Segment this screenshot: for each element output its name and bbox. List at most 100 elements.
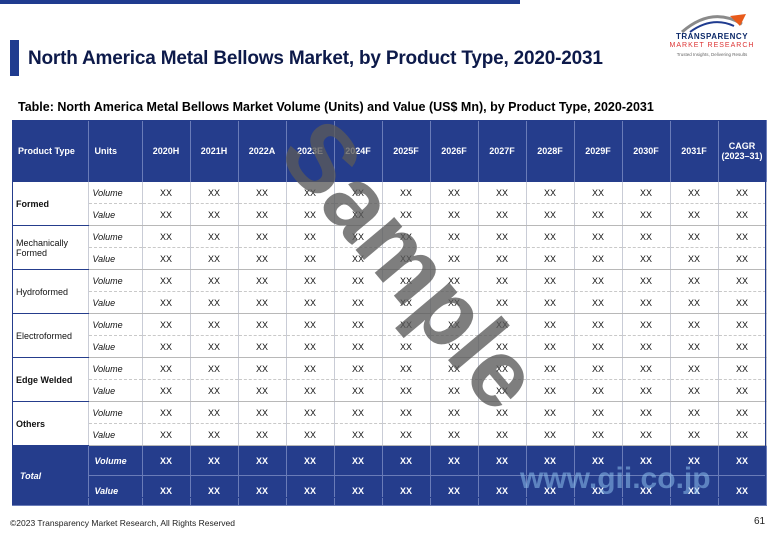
value-cell: XX <box>430 203 479 226</box>
value-cell: XX <box>238 182 287 204</box>
value-cell: XX <box>526 445 575 476</box>
total-row: Total Volume XX XX XX XX XX XX XX XX XX XX XX XX XX <box>12 445 767 506</box>
value-cell: XX <box>238 269 287 292</box>
value-cell: XX <box>670 475 719 506</box>
copyright-footer: ©2023 Transparency Market Research, All … <box>10 518 236 528</box>
value-cell: XX <box>526 379 575 402</box>
value-cell: XX <box>622 335 671 358</box>
column-header: 2026F <box>430 120 479 182</box>
total-row: Value XX XX XX XX XX XX XX XX XX XX XX XX XX <box>12 475 767 506</box>
units-cell: Value <box>88 423 143 446</box>
value-cell: XX <box>430 401 479 424</box>
column-header: Units <box>88 120 143 182</box>
column-header: 2020H <box>142 120 191 182</box>
value-cell: XX <box>622 182 671 204</box>
column-header: 2023E <box>286 120 335 182</box>
table-row: Value XX XX XX XX XX XX XX XX XX XX XX XX XX <box>12 423 767 446</box>
value-cell: XX <box>526 225 575 248</box>
value-cell: XX <box>190 423 239 446</box>
value-cell: XX <box>334 357 383 380</box>
market-table: Product Type Units 2020H 2021H 2022A 2023E 202… <box>12 120 767 506</box>
value-cell: XX <box>478 182 527 204</box>
value-cell: XX <box>238 335 287 358</box>
value-cell: XX <box>718 357 767 380</box>
value-cell: XX <box>526 401 575 424</box>
value-cell: XX <box>478 445 527 476</box>
product-type-cell: Electroformed <box>12 313 89 358</box>
value-cell: XX <box>622 291 671 314</box>
value-cell: XX <box>718 335 767 358</box>
value-cell: XX <box>526 182 575 204</box>
value-cell: XX <box>334 335 383 358</box>
value-cell: XX <box>238 445 287 476</box>
value-cell: XX <box>238 225 287 248</box>
column-header: 2031F <box>670 120 719 182</box>
value-cell: XX <box>334 423 383 446</box>
value-cell: XX <box>622 247 671 270</box>
value-cell: XX <box>478 247 527 270</box>
value-cell: XX <box>718 379 767 402</box>
value-cell: XX <box>238 203 287 226</box>
value-cell: XX <box>430 313 479 336</box>
value-cell: XX <box>334 291 383 314</box>
value-cell: XX <box>286 401 335 424</box>
value-cell: XX <box>238 313 287 336</box>
top-accent-bar <box>0 0 520 4</box>
value-cell: XX <box>334 401 383 424</box>
value-cell: XX <box>718 475 767 506</box>
market-table-container: Product Type Units 2020H 2021H 2022A 2023E 202… <box>12 120 767 506</box>
value-cell: XX <box>382 335 431 358</box>
table-row: Formed Volume XX XX XX XX XX XX XX XX XX XX XX XX XX <box>12 182 767 226</box>
logo-sub: MARKET RESEARCH <box>669 42 755 49</box>
value-cell: XX <box>382 203 431 226</box>
value-cell: XX <box>286 357 335 380</box>
product-type-cell: Edge Welded <box>12 357 89 402</box>
product-type-cell: Total <box>12 445 89 506</box>
value-cell: XX <box>430 225 479 248</box>
value-cell: XX <box>142 291 191 314</box>
value-cell: XX <box>286 225 335 248</box>
table-row: Value XX XX XX XX XX XX XX XX XX XX XX XX XX <box>12 247 767 270</box>
value-cell: XX <box>382 291 431 314</box>
value-cell: XX <box>334 269 383 292</box>
value-cell: XX <box>718 225 767 248</box>
value-cell: XX <box>718 423 767 446</box>
value-cell: XX <box>190 269 239 292</box>
value-cell: XX <box>430 475 479 506</box>
value-cell: XX <box>286 313 335 336</box>
value-cell: XX <box>142 335 191 358</box>
table-caption: Table: North America Metal Bellows Marke… <box>18 100 654 114</box>
page-number: 61 <box>754 516 766 527</box>
value-cell: XX <box>190 379 239 402</box>
column-header: 2029F <box>574 120 623 182</box>
value-cell: XX <box>142 401 191 424</box>
value-cell: XX <box>382 269 431 292</box>
value-cell: XX <box>430 445 479 476</box>
table-header-row: Product Type Units 2020H 2021H 2022A 2023E 202… <box>12 120 767 182</box>
column-header: CAGR (2023–31) <box>718 120 767 182</box>
column-header: 2022A <box>238 120 287 182</box>
value-cell: XX <box>382 379 431 402</box>
value-cell: XX <box>286 445 335 476</box>
units-cell: Value <box>88 379 143 402</box>
table-row: Edge Welded Volume XX XX XX XX XX XX XX XX XX XX XX X… <box>12 357 767 402</box>
value-cell: XX <box>478 225 527 248</box>
value-cell: XX <box>622 357 671 380</box>
value-cell: XX <box>238 379 287 402</box>
value-cell: XX <box>286 291 335 314</box>
value-cell: XX <box>574 475 623 506</box>
value-cell: XX <box>670 203 719 226</box>
logo-name: TRANSPARENCY <box>675 32 749 41</box>
value-cell: XX <box>718 445 767 476</box>
value-cell: XX <box>526 291 575 314</box>
value-cell: XX <box>478 401 527 424</box>
value-cell: XX <box>238 475 287 506</box>
value-cell: XX <box>142 357 191 380</box>
column-header: 2021H <box>190 120 239 182</box>
value-cell: XX <box>190 401 239 424</box>
value-cell: XX <box>142 313 191 336</box>
value-cell: XX <box>718 182 767 204</box>
value-cell: XX <box>382 247 431 270</box>
value-cell: XX <box>718 291 767 314</box>
value-cell: XX <box>238 247 287 270</box>
